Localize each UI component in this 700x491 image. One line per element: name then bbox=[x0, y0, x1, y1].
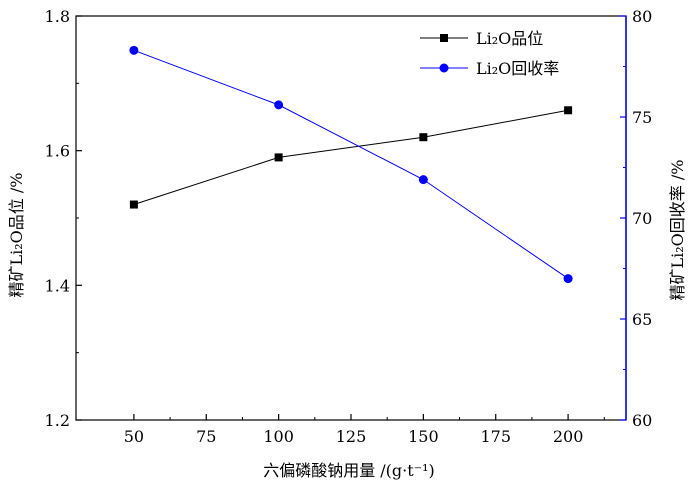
x-tick-label: 200 bbox=[553, 427, 584, 446]
series-line-1 bbox=[133, 49, 569, 280]
x-axis: 50 75 100 125 150 175 200 bbox=[124, 414, 605, 446]
data-point-circle bbox=[129, 45, 139, 55]
series-line-0 bbox=[133, 109, 569, 206]
left-y-axis-label: 精矿Li₂O品位 /% bbox=[7, 173, 26, 298]
right-y-tick-label: 70 bbox=[632, 209, 652, 228]
data-point-circle bbox=[274, 100, 284, 110]
right-y-tick-label: 60 bbox=[632, 411, 652, 430]
legend-marker-square bbox=[440, 34, 448, 42]
data-point-square bbox=[564, 106, 573, 115]
left-y-tick-label: 1.6 bbox=[45, 142, 70, 161]
x-tick-label: 50 bbox=[124, 427, 144, 446]
right-y-tick-label: 65 bbox=[632, 310, 652, 329]
x-tick-label: 150 bbox=[408, 427, 439, 446]
x-tick-label: 75 bbox=[196, 427, 216, 446]
x-tick-label: 100 bbox=[263, 427, 294, 446]
data-point-square bbox=[274, 153, 283, 162]
left-y-axis: 1.2 1.4 1.6 1.8 bbox=[45, 7, 82, 430]
data-point-square bbox=[419, 133, 428, 142]
data-point-circle bbox=[563, 274, 573, 284]
data-point-square bbox=[129, 200, 138, 209]
left-y-tick-label: 1.8 bbox=[45, 7, 70, 26]
right-y-axis-label: 精矿Li₂O回收率 /% bbox=[668, 160, 687, 301]
right-y-tick-label: 75 bbox=[632, 108, 652, 127]
left-y-tick-label: 1.2 bbox=[45, 411, 70, 430]
left-y-tick-label: 1.4 bbox=[45, 276, 70, 295]
x-axis-label: 六偏磷酸钠用量 /(g·t⁻¹) bbox=[263, 461, 435, 480]
series-layer bbox=[129, 45, 573, 284]
x-tick-label: 125 bbox=[336, 427, 367, 446]
legend-label: Li₂O品位 bbox=[476, 29, 543, 48]
right-y-tick-label: 80 bbox=[632, 7, 652, 26]
data-point-circle bbox=[418, 175, 428, 185]
legend: Li₂O品位 Li₂O回收率 bbox=[420, 29, 559, 78]
x-tick-label: 175 bbox=[480, 427, 511, 446]
legend-label: Li₂O回收率 bbox=[476, 59, 559, 78]
legend-marker-circle bbox=[439, 63, 449, 73]
right-y-axis: 60 65 70 75 80 bbox=[620, 7, 652, 430]
